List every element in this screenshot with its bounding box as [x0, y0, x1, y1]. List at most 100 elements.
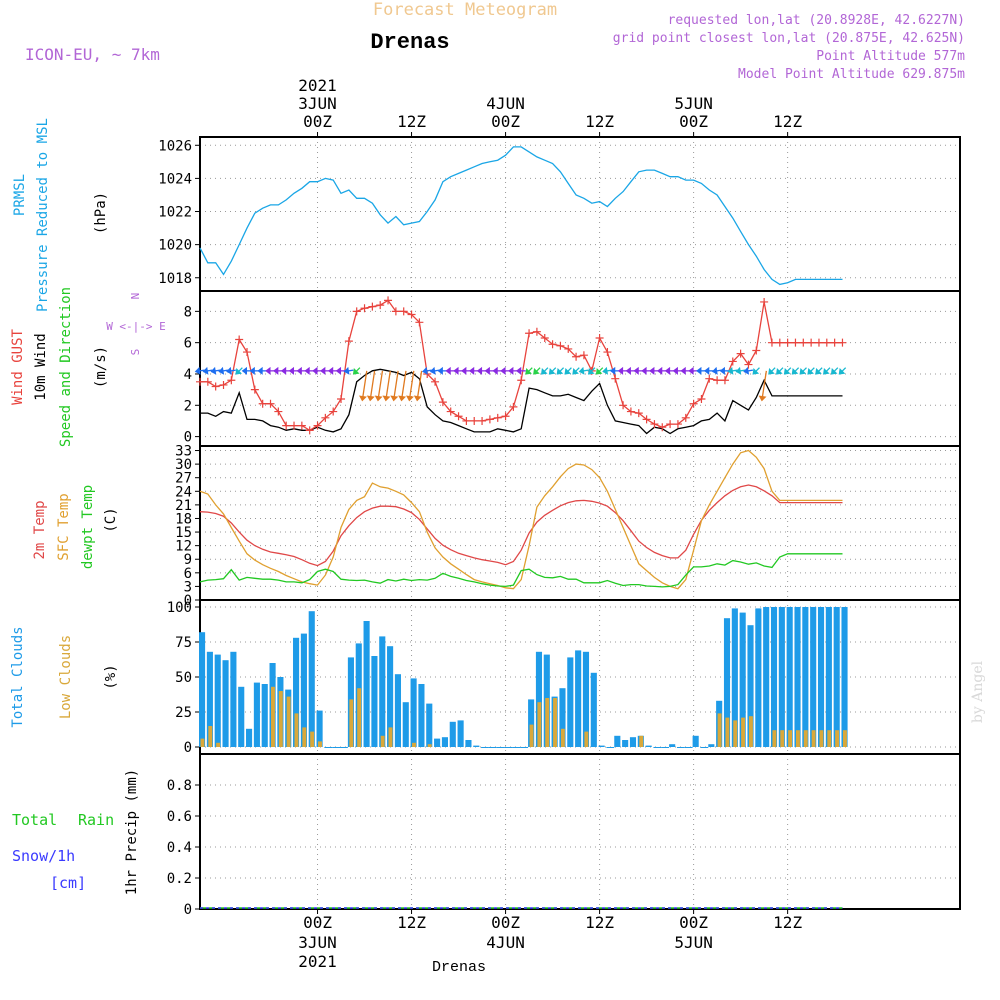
gust-marker	[470, 416, 479, 425]
wind-arrow-head	[296, 366, 302, 375]
plot-layer: 1018102010221024102602468036912151821242…	[158, 76, 961, 971]
wind-arrow-head	[625, 366, 631, 375]
gust-marker	[681, 413, 690, 422]
gust-marker	[360, 304, 369, 313]
panel-frame	[199, 445, 961, 601]
y-tick-label: 1020	[158, 238, 192, 254]
gust-marker	[211, 382, 220, 391]
wind-arrow-head	[421, 366, 428, 375]
total-clouds-label: Total Clouds	[10, 626, 26, 727]
gust-marker	[532, 327, 541, 336]
wind-arrow-head	[406, 395, 414, 402]
closest-coords: grid point closest lon,lat (20.875E, 42.…	[613, 31, 965, 46]
wind-arrow-head	[758, 395, 767, 402]
total-cloud-bar	[747, 625, 754, 747]
low-cloud-bar	[294, 713, 299, 747]
model-altitude: Model Point Altitude 629.875m	[738, 67, 965, 82]
wind-arrow-head	[500, 366, 506, 375]
credit-watermark: by Angel	[970, 660, 986, 723]
total-cloud-bar	[622, 740, 629, 747]
precip-axis-label: 1hr Precip (mm)	[124, 769, 140, 895]
gust-marker	[822, 338, 831, 347]
total-cloud-bar	[825, 607, 832, 747]
wind-arrow-head	[210, 366, 217, 375]
wind-arrow-head	[226, 366, 232, 375]
total-cloud-bar	[387, 646, 394, 747]
gust-marker	[274, 407, 283, 416]
gust-marker	[736, 349, 745, 358]
wind-arrow-head	[241, 366, 248, 375]
low-cloud-bar	[560, 728, 565, 747]
wind-arrow-head	[476, 366, 483, 375]
wind-arrow-head	[548, 368, 556, 375]
gust-marker	[329, 407, 338, 416]
x-tick-label-bottom: 00Z	[491, 913, 520, 932]
temp-sfc-label: SFC Temp	[56, 493, 72, 560]
y-tick-label: 12	[175, 539, 192, 555]
compass-icon: N S W <-|-> E	[106, 293, 166, 356]
gust-marker	[548, 340, 557, 349]
gust-marker	[642, 415, 651, 424]
total-cloud-bar	[441, 737, 448, 747]
wind-arrow-head	[752, 368, 760, 375]
wind-arrow-head	[484, 366, 490, 375]
wind-arrow-head	[453, 366, 459, 375]
total-cloud-bar	[723, 618, 731, 747]
temp-unit: (C)	[103, 507, 119, 532]
x-tick-label-top: 12Z	[773, 112, 802, 131]
y-tick-label: 0	[184, 593, 192, 609]
x-date-label-top: 5JUN	[674, 94, 713, 113]
wind-arrow-head	[649, 366, 655, 375]
x-tick-label-bottom: 00Z	[679, 913, 708, 932]
wind-arrow-head	[578, 366, 585, 375]
total-cloud-bar	[786, 607, 793, 747]
y-tick-label: 0.8	[167, 778, 192, 794]
wind-arrow-head	[807, 368, 814, 375]
gust-marker	[431, 377, 440, 386]
footer-station: Drenas	[432, 959, 486, 976]
total-cloud-bar	[739, 612, 746, 747]
low-cloud-bar	[216, 742, 221, 747]
gust-marker	[399, 307, 408, 316]
gust-marker	[728, 357, 737, 366]
wind-arrow-head	[461, 366, 467, 375]
gust-marker	[493, 413, 502, 422]
x-date-label-top: 3JUN	[298, 94, 337, 113]
wind-arrow-head	[641, 366, 647, 375]
gust-marker	[321, 413, 330, 422]
requested-coords: requested lon,lat (20.8928E, 42.6227N)	[668, 13, 965, 28]
wind-arrow-head	[595, 368, 603, 375]
total-cloud-bar	[731, 608, 738, 747]
wind-arrow	[385, 370, 391, 401]
total-cloud-bar	[300, 633, 307, 747]
low-cloud-bar	[819, 730, 824, 747]
y-tick-label: 1024	[158, 171, 192, 187]
total-cloud-bar	[567, 657, 574, 747]
compass-n: N	[129, 293, 142, 300]
gust-marker	[407, 310, 416, 319]
gust-marker	[540, 333, 549, 342]
y-tick-label: 21	[175, 498, 192, 514]
total-cloud-bar	[763, 607, 770, 747]
gust-marker	[376, 301, 385, 310]
y-tick-label: 4	[184, 367, 192, 383]
total-cloud-bar	[802, 607, 809, 747]
wind-arrow-head	[194, 366, 201, 375]
wind-arrow-head	[587, 368, 595, 375]
total-cloud-bar	[238, 686, 245, 747]
low-cloud-bar	[842, 730, 847, 747]
y-tick-label: 0	[184, 430, 192, 446]
low-cloud-bar	[780, 730, 785, 747]
x-tick-label-top: 00Z	[679, 112, 708, 131]
y-tick-label: 1018	[158, 271, 192, 287]
gust-marker	[775, 338, 784, 347]
total-cloud-bar	[692, 735, 699, 747]
low-cloud-bar	[310, 731, 315, 747]
gust-marker	[658, 423, 667, 432]
gust-marker	[650, 420, 659, 429]
low-cloud-bar	[584, 731, 589, 747]
wind-arrow-head	[743, 366, 750, 375]
wind-arrow-head	[335, 366, 342, 375]
x-tick-label-bottom: 00Z	[303, 913, 332, 932]
gust-marker	[611, 374, 620, 383]
